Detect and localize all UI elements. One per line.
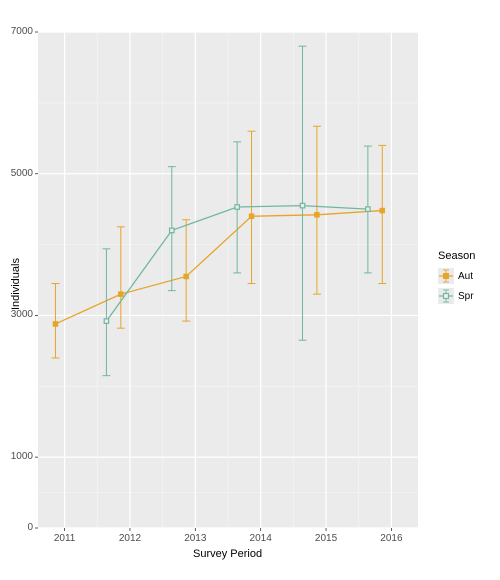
y-tick-label: 3000 <box>3 309 33 320</box>
y-tick-label: 7000 <box>3 26 33 37</box>
legend-label-spring: Spr <box>458 291 474 302</box>
legend-key-spring <box>438 288 454 304</box>
legend-key-autumn <box>438 268 454 284</box>
x-tick-label: 2014 <box>241 533 281 544</box>
x-tick-label: 2011 <box>45 533 85 544</box>
x-axis-label: Survey Period <box>193 548 262 560</box>
x-tick-label: 2013 <box>175 533 215 544</box>
legend-title: Season <box>438 250 475 262</box>
y-axis-label: Individuals <box>10 258 22 310</box>
x-tick-label: 2012 <box>110 533 150 544</box>
chart-svg <box>0 0 500 580</box>
y-tick-label: 1000 <box>3 451 33 462</box>
x-tick-label: 2016 <box>371 533 411 544</box>
y-tick-label: 0 <box>3 522 33 533</box>
legend-item-autumn: Aut <box>438 268 473 284</box>
chart-stage: Individuals Survey Period Season Aut Spr… <box>0 0 500 580</box>
legend-item-spring: Spr <box>438 288 474 304</box>
legend-label-autumn: Aut <box>458 271 473 282</box>
y-tick-label: 5000 <box>3 168 33 179</box>
x-tick-label: 2015 <box>306 533 346 544</box>
